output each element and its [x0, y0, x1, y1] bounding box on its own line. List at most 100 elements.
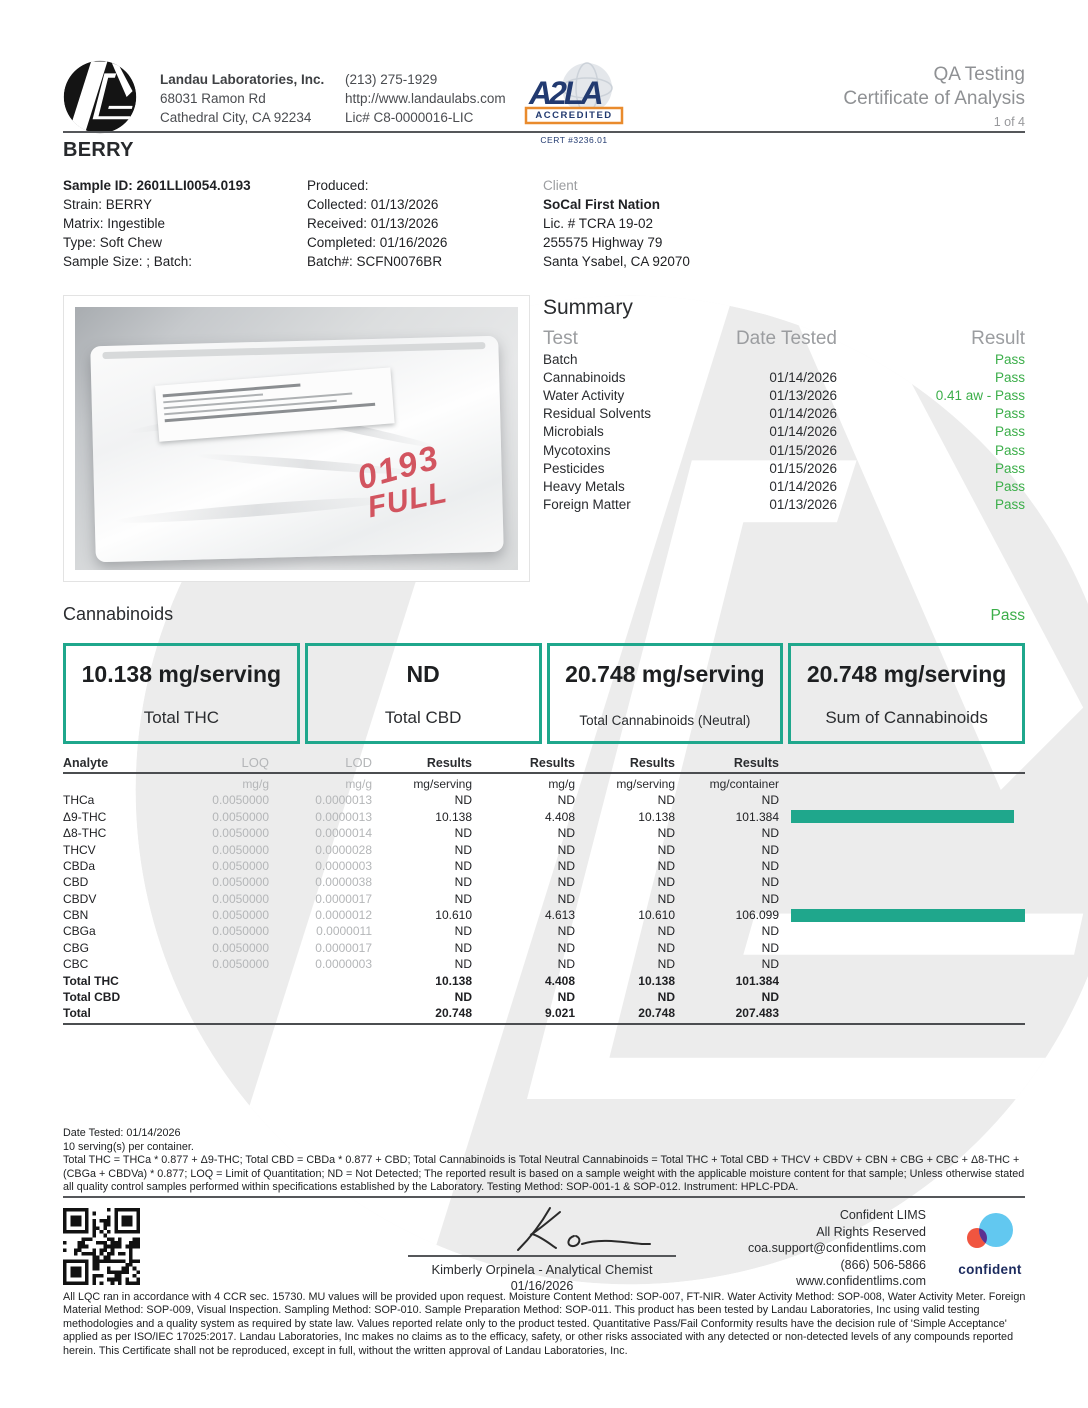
analyte-loq-cell	[183, 989, 269, 1005]
client-info-line: Lic. # TCRA 19-02	[543, 216, 654, 231]
analyte-header-row: Analyte LOQ LOD Results Results Results Result…	[63, 753, 1025, 774]
analyte-name-cell: CBDV	[63, 891, 97, 906]
analyte-loq-cell: 0.0050000	[212, 891, 269, 906]
analyte-unit-cell: mg/g	[345, 777, 372, 791]
analyte-result-cell: 106.099	[735, 908, 779, 922]
summary-column-header: Date Tested	[735, 328, 837, 349]
summary-test-cell: Mycotoxins	[543, 442, 611, 458]
analyte-result-cell: ND	[761, 957, 779, 972]
sample-info-column: Sample ID: 2601LLI0054.0193 Strain: BERRY…	[63, 176, 251, 271]
analyte-lod-cell: 0.0000013	[315, 809, 372, 824]
analyte-row: Total CBD ND ND ND ND	[63, 989, 1025, 1005]
analyte-column-header: Results	[575, 753, 675, 774]
analyte-bar-cell	[779, 792, 1025, 808]
cannabinoid-box: ND Total CBD	[304, 643, 542, 744]
analyte-result-cell: ND	[454, 842, 472, 857]
analyte-bar-cell	[779, 809, 1025, 825]
summary-date-cell: 01/13/2026	[769, 387, 837, 403]
analyte-lod-cell: 0.0000038	[315, 875, 372, 890]
summary-test-cell: Batch	[543, 351, 578, 367]
analyte-name-cell: Δ8-THC	[63, 826, 107, 841]
analyte-unit-cell: mg/serving	[413, 777, 472, 791]
analyte-column-header: Results	[675, 753, 779, 774]
analyte-loq-cell: 0.0050000	[212, 957, 269, 972]
company-address1: 68031 Ramon Rd	[160, 91, 266, 106]
header-divider	[63, 131, 1025, 133]
analyte-result-cell: ND	[657, 842, 675, 857]
analyte-result-cell: ND	[657, 858, 675, 873]
analyte-result-cell: ND	[454, 875, 472, 890]
analyte-loq-cell: 0.0050000	[212, 842, 269, 857]
summary-date-cell: 01/14/2026	[769, 478, 837, 494]
summary-row: Residual Solvents 01/14/2026 Pass	[543, 405, 1025, 423]
analyte-result-cell: ND	[761, 940, 779, 955]
result-bar	[791, 810, 1015, 824]
analyte-loq-cell	[183, 972, 269, 988]
lims-phone: (866) 506-5866	[840, 1257, 926, 1272]
cannabinoids-status-badge: Pass	[990, 607, 1025, 624]
sample-photo: 0193 FULL	[75, 307, 518, 570]
sample-info-line: Sample Size: ; Batch:	[63, 254, 193, 269]
summary-row: Mycotoxins 01/15/2026 Pass	[543, 441, 1025, 459]
analyte-name-cell: CBD	[63, 875, 89, 890]
analyte-result-cell: ND	[557, 989, 575, 1004]
analyte-result-cell: ND	[557, 875, 575, 890]
summary-table: Test Date Tested Result Batch Pass Cannabino…	[543, 328, 1025, 514]
analyte-bar-cell	[779, 940, 1025, 956]
analyte-loq-cell: 0.0050000	[212, 858, 269, 873]
summary-row: Batch Pass	[543, 350, 1025, 368]
analyte-result-cell: ND	[657, 924, 675, 939]
analyte-result-cell: ND	[454, 989, 472, 1004]
production-dates-column: Produced: Collected: 01/13/2026 Received: …	[307, 176, 447, 271]
cannabinoid-box-label: Total Cannabinoids (Neutral)	[579, 713, 751, 728]
analyte-bar-cell	[779, 972, 1025, 988]
lims-name: Confident LIMS	[839, 1208, 926, 1222]
analyte-column-header: Results	[472, 753, 575, 774]
analyte-result-cell: 10.138	[435, 809, 472, 824]
analyte-result-cell: ND	[657, 940, 675, 955]
client-info-line: 255575 Highway 79	[543, 235, 663, 250]
sample-info-line: Type: Soft Chew	[63, 235, 163, 250]
analyte-loq-cell: 0.0050000	[212, 809, 269, 824]
sample-bag: 0193 FULL	[89, 335, 504, 563]
analyte-lod-cell: 0.0000028	[315, 842, 372, 857]
analyte-result-cell: ND	[454, 891, 472, 906]
summary-result-cell: Pass	[994, 424, 1025, 440]
a2la-badge-icon: A2LA	[524, 62, 624, 125]
analyte-column-header: Analyte	[63, 753, 183, 774]
summary-result-cell: Pass	[994, 406, 1025, 422]
analyte-result-cell: ND	[454, 826, 472, 841]
analyte-result-cell: ND	[657, 793, 675, 808]
analyte-result-cell: ND	[454, 793, 472, 808]
analyte-result-cell: ND	[761, 875, 779, 890]
analyte-unit-cell: mg/g	[242, 777, 269, 791]
analyte-loq-cell: 0.0050000	[212, 908, 269, 922]
company-website: http://www.landaulabs.com	[345, 91, 506, 106]
analyte-result-cell: ND	[557, 891, 575, 906]
analyte-result-cell: 4.408	[544, 809, 575, 824]
analyte-bar-cell	[779, 989, 1025, 1005]
sample-info-line: Matrix: Ingestible	[63, 216, 166, 231]
analyte-bar-cell	[779, 874, 1025, 890]
summary-result-cell: Pass	[994, 351, 1025, 367]
analyte-row: CBG 0.0050000 0.0000017 ND ND ND ND	[63, 940, 1025, 956]
analyte-result-cell: ND	[557, 826, 575, 841]
legal-fine-print: All LQC ran in accordance with 4 CCR sec…	[63, 1291, 1026, 1357]
analyte-bar-column-header	[779, 753, 1025, 774]
summary-test-cell: Cannabinoids	[543, 369, 626, 385]
product-title: BERRY	[63, 139, 134, 161]
analyte-result-cell: 20.748	[372, 1005, 472, 1026]
analyte-unit-cell	[63, 773, 183, 792]
confident-logo: confident	[955, 1210, 1025, 1277]
analyte-lod-cell: 0.0000003	[315, 858, 372, 873]
analyte-lod-cell	[269, 972, 372, 988]
analyte-row: CBDa 0.0050000 0.0000003 ND ND ND ND	[63, 858, 1025, 874]
analyte-loq-cell: 0.0050000	[212, 924, 269, 939]
analyte-result-cell: 101.384	[735, 973, 779, 988]
analyte-row: CBD 0.0050000 0.0000038 ND ND ND ND	[63, 874, 1025, 890]
analyte-bar-cell	[779, 890, 1025, 906]
page-number: 1 of 4	[993, 115, 1025, 129]
analyte-loq-cell: 0.0050000	[212, 826, 269, 841]
analyte-result-cell: ND	[557, 858, 575, 873]
summary-date-cell: 01/15/2026	[769, 460, 837, 476]
